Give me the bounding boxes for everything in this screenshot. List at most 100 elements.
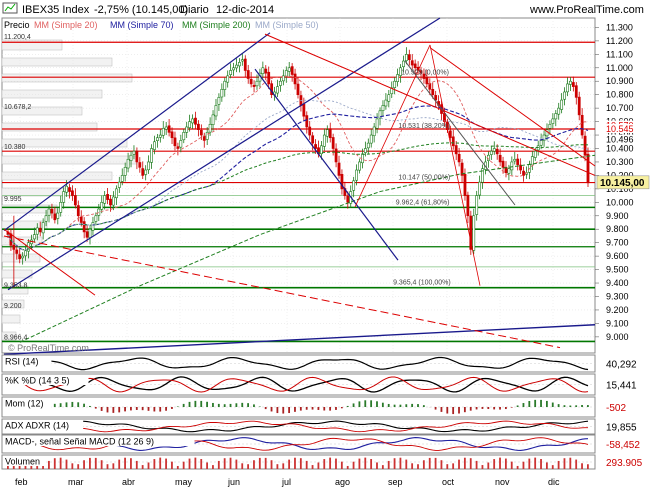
candle-body xyxy=(177,147,179,149)
candle-body xyxy=(335,149,337,162)
candle-body xyxy=(563,92,565,99)
candle-body xyxy=(414,64,416,68)
momentum-panel: Mom (12)-502 xyxy=(2,397,626,417)
candle-body xyxy=(235,65,237,68)
candle-body xyxy=(51,209,53,213)
y-tick-label: 10.300 xyxy=(606,157,634,167)
candle-body xyxy=(112,197,114,205)
volume-bar xyxy=(394,458,396,469)
momentum-bar xyxy=(83,404,85,407)
volume-bar xyxy=(306,461,308,469)
candle-body xyxy=(405,54,407,60)
volume-bar xyxy=(212,465,214,469)
volume-value: 293.905 xyxy=(606,458,643,469)
volume-bar xyxy=(476,461,478,469)
momentum-bar xyxy=(558,404,560,407)
volume-bar xyxy=(534,458,536,469)
candle-body xyxy=(426,77,428,84)
momentum-bar xyxy=(511,407,513,408)
momentum-bar xyxy=(101,407,103,411)
candle-body xyxy=(549,124,551,128)
candle-body xyxy=(473,216,475,251)
volume-bar xyxy=(564,458,566,469)
candle-body xyxy=(60,202,62,212)
candle-body xyxy=(575,86,577,98)
volume-bar xyxy=(370,459,372,469)
candle-body xyxy=(65,186,67,192)
candle-body xyxy=(256,81,258,86)
candle-body xyxy=(159,135,161,137)
momentum-bar xyxy=(312,407,314,410)
candle-body xyxy=(569,81,571,84)
candle-body xyxy=(285,70,287,76)
macd-panel: MACD-, señal Señal MACD (12 26 9)-58,452 xyxy=(2,435,640,453)
volume-bar xyxy=(511,462,513,469)
candle-body xyxy=(294,74,296,84)
candle-body xyxy=(194,118,196,124)
momentum-bar xyxy=(441,407,443,412)
candle-body xyxy=(124,167,126,175)
volume-bar xyxy=(323,459,325,469)
volume-bar xyxy=(435,458,437,469)
adx-panel: ADX ADXR (14)19,855 xyxy=(2,419,637,434)
volume-bar xyxy=(112,463,114,469)
candle-body xyxy=(19,255,21,259)
momentum-bar xyxy=(482,407,484,409)
candle-body xyxy=(490,151,492,154)
volume-bar xyxy=(581,463,583,469)
volume-bar xyxy=(441,460,443,469)
candle-body xyxy=(338,163,340,175)
x-tick-label: oct xyxy=(442,477,455,487)
volume-bar xyxy=(265,458,267,469)
candle-body xyxy=(581,115,583,135)
volume-bar xyxy=(493,459,495,469)
candle-body xyxy=(452,137,454,146)
candle-body xyxy=(250,79,252,84)
candle-body xyxy=(24,251,26,256)
candle-body xyxy=(227,76,229,82)
volume-bar xyxy=(400,458,402,469)
candle-body xyxy=(540,140,542,145)
candle-body xyxy=(127,159,129,168)
volume-bar xyxy=(206,462,208,469)
volume-bar xyxy=(517,466,519,469)
candle-body xyxy=(396,75,398,82)
legend-ma200: MM (Simple 200) xyxy=(182,20,251,30)
candle-body xyxy=(191,119,193,123)
volume-bar xyxy=(89,458,91,469)
candle-body xyxy=(555,114,557,119)
momentum-bar xyxy=(194,401,196,407)
candle-body xyxy=(86,232,88,238)
momentum-bar xyxy=(294,407,296,412)
candle-body xyxy=(587,154,589,183)
x-tick-label: nov xyxy=(495,477,510,487)
volume-bar xyxy=(429,458,431,469)
momentum-bar xyxy=(517,405,519,407)
candle-body xyxy=(203,136,205,140)
volume-bar xyxy=(482,465,484,469)
candle-body xyxy=(48,209,50,215)
momentum-bar xyxy=(77,402,79,407)
momentum-bar xyxy=(575,405,577,407)
momentum-bar xyxy=(142,407,144,410)
momentum-bar xyxy=(71,402,73,407)
momentum-bar xyxy=(341,407,343,408)
volume-bar xyxy=(218,461,220,469)
candle-body xyxy=(578,97,580,115)
volume-bar xyxy=(405,460,407,469)
momentum-bar xyxy=(417,404,419,407)
candle-body xyxy=(221,89,223,97)
y-tick-label: 9.700 xyxy=(606,238,629,248)
momentum-bar xyxy=(505,407,507,409)
momentum-bar xyxy=(124,407,126,411)
momentum-bar xyxy=(112,407,114,413)
volume-bar xyxy=(288,460,290,469)
momentum-bar xyxy=(382,403,384,407)
volume-bar xyxy=(552,465,554,469)
momentum-bar xyxy=(54,404,56,407)
volume-bar xyxy=(177,466,179,469)
momentum-bar xyxy=(581,405,583,407)
momentum-bar xyxy=(95,407,97,409)
volume-bar xyxy=(347,466,349,469)
candle-body xyxy=(121,175,123,181)
